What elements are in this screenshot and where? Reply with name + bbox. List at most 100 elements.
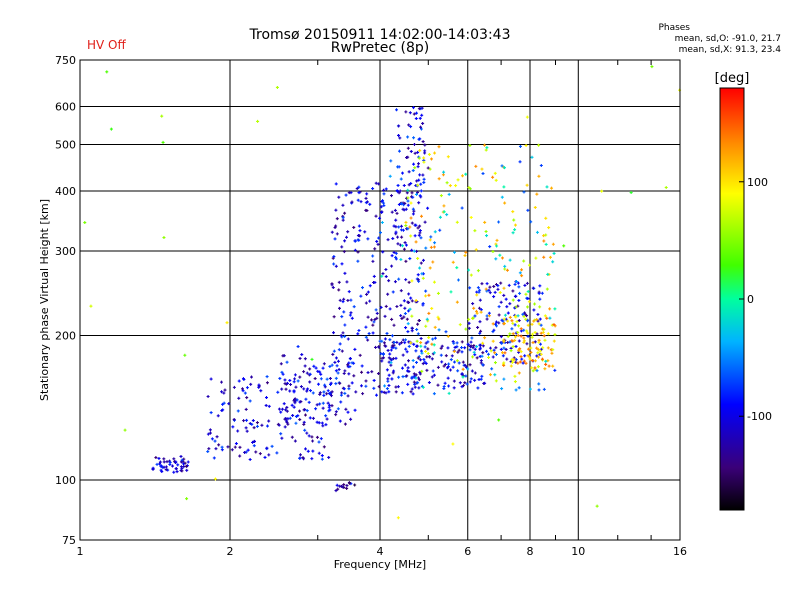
echo-point (500, 351, 504, 355)
echo-point (288, 378, 292, 382)
echo-point (548, 316, 552, 320)
echo-point (432, 392, 436, 396)
phases-stats-title: Phases (658, 23, 690, 33)
echo-point (220, 445, 224, 449)
echo-point (481, 341, 485, 345)
echo-point (422, 160, 426, 164)
echo-point (499, 335, 503, 339)
echo-point (513, 323, 517, 327)
echo-point (314, 366, 318, 370)
echo-point (213, 477, 217, 481)
echo-point (437, 317, 441, 321)
colorbar-label: [deg] (715, 71, 750, 86)
echo-point (473, 229, 477, 233)
echo-point (430, 342, 434, 346)
echo-point (162, 457, 166, 461)
echo-point (285, 381, 289, 385)
echo-point (395, 211, 399, 215)
echo-point (416, 150, 420, 154)
echo-point (494, 379, 498, 383)
echo-point (379, 205, 383, 209)
echo-point (446, 346, 450, 350)
echo-point (157, 456, 161, 460)
echo-point (413, 166, 417, 170)
echo-point (497, 313, 501, 317)
echo-point (374, 308, 378, 312)
echo-point (333, 360, 337, 364)
echo-point (518, 271, 522, 275)
echo-point (517, 371, 521, 375)
echo-point (422, 357, 426, 361)
echo-point (451, 365, 455, 369)
echo-point (472, 350, 476, 354)
echo-point (318, 391, 322, 395)
echo-point (448, 184, 452, 188)
echo-point (222, 401, 226, 405)
echo-point (451, 260, 455, 264)
echo-point (550, 323, 554, 327)
echo-point (419, 125, 423, 129)
echo-point (447, 384, 451, 388)
echo-point (334, 208, 338, 212)
echo-point (423, 143, 427, 147)
echo-point (409, 234, 413, 238)
echo-point (357, 224, 361, 228)
echo-point (402, 184, 406, 188)
echo-point (390, 334, 394, 338)
y-tick-label: 750 (55, 54, 76, 67)
echo-point (395, 108, 399, 112)
echo-point (516, 334, 520, 338)
echo-point (437, 145, 441, 149)
echo-point (357, 191, 361, 195)
echo-point (375, 316, 379, 320)
echo-point (365, 292, 369, 296)
echo-point (292, 390, 296, 394)
echo-point (551, 260, 555, 264)
echo-point (343, 239, 347, 243)
echo-point (311, 391, 315, 395)
echo-point (332, 331, 336, 335)
echo-point (481, 172, 485, 176)
echo-point (522, 359, 526, 363)
echo-point (343, 391, 347, 395)
echo-point (279, 432, 283, 436)
echo-point (533, 302, 537, 306)
echo-point (524, 144, 528, 148)
echo-point (502, 293, 506, 297)
echo-point (513, 228, 517, 232)
echo-point (332, 262, 336, 266)
echo-point (345, 484, 349, 488)
echo-point (404, 278, 408, 282)
echo-point (442, 204, 446, 208)
echo-point (427, 293, 431, 297)
echo-point (347, 481, 351, 485)
echo-point (393, 208, 397, 212)
echo-point (531, 286, 535, 290)
echo-point (172, 457, 176, 461)
echo-point (404, 259, 408, 263)
echo-point (481, 351, 485, 355)
echo-point (421, 173, 425, 177)
echo-point (447, 192, 451, 196)
echo-point (341, 485, 345, 489)
echo-point (541, 330, 545, 334)
echo-point (479, 329, 483, 333)
echo-point (442, 210, 446, 214)
echo-point (407, 292, 411, 296)
echo-point (470, 336, 474, 340)
echo-point (276, 390, 280, 394)
echo-point (244, 426, 248, 430)
echo-point (507, 283, 511, 287)
echo-point (526, 297, 530, 301)
echo-point (450, 354, 454, 358)
echo-point (471, 346, 475, 350)
echo-point (538, 317, 542, 321)
echo-point (416, 332, 420, 336)
echo-point (414, 360, 418, 364)
echo-point (536, 355, 540, 359)
echo-point (420, 351, 424, 355)
echo-point (514, 294, 518, 298)
echo-point (414, 117, 418, 121)
echo-point (509, 349, 513, 353)
data-points (83, 65, 682, 520)
